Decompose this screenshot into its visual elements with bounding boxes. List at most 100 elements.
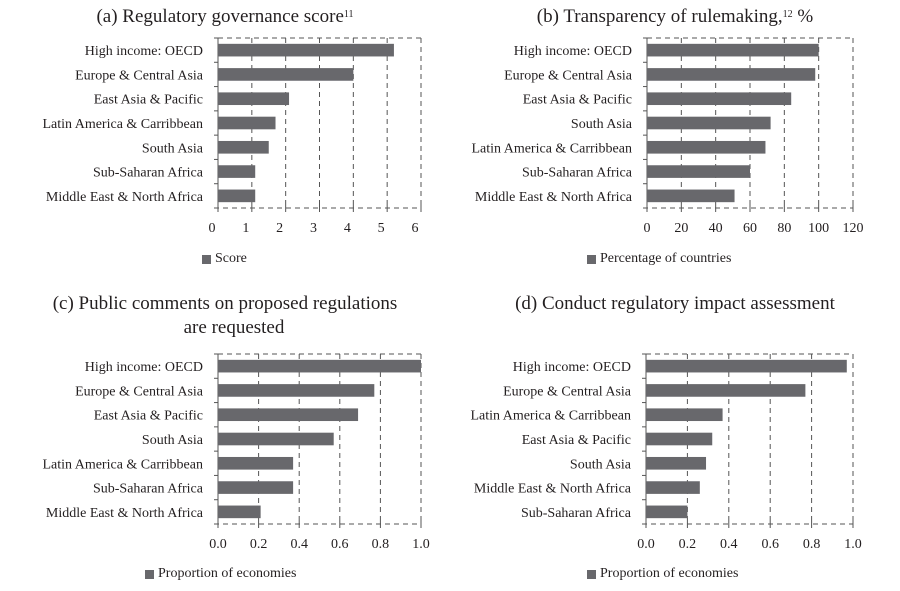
- category-label: Latin America & Carribbean: [42, 457, 203, 472]
- bar: [218, 481, 294, 494]
- legend-swatch: [587, 254, 596, 264]
- x-tick-label: 0.8: [803, 537, 821, 552]
- x-tick-label: 0.0: [637, 537, 655, 552]
- category-label: Sub-Saharan Africa: [93, 166, 204, 181]
- category-label: Middle East & North Africa: [474, 482, 632, 497]
- legend-b: Percentage of countries: [587, 251, 731, 267]
- category-label: Middle East & North Africa: [475, 190, 633, 205]
- category-label: Latin America & Carribbean: [42, 117, 203, 132]
- x-tick-label: 2: [276, 221, 283, 236]
- bar: [646, 481, 700, 494]
- bar-chart-a: 0 1 2 3 4 5 6 High income: OECD Europe & Central…: [42, 37, 422, 236]
- chart-panel-c: (c) Public comments on proposed regulati…: [0, 285, 450, 591]
- x-tick-label: 0.2: [679, 537, 697, 552]
- x-tick-label: 1: [242, 221, 249, 236]
- chart-title-b: (b) Transparency of rulemaking,12 %: [450, 5, 900, 29]
- category-label: High income: OECD: [514, 44, 632, 59]
- chart-title-suffix: %: [792, 6, 814, 27]
- x-tick-label: 0.0: [209, 537, 227, 552]
- chart-panel-b: (b) Transparency of rulemaking,12 % 0 20 4…: [450, 0, 900, 290]
- category-label: Europe & Central Asia: [504, 68, 633, 83]
- category-label: Europe & Central Asia: [503, 384, 632, 399]
- bar: [646, 456, 707, 470]
- category-label: High income: OECD: [513, 360, 631, 375]
- bar: [218, 92, 290, 106]
- legend-label: Proportion of economies: [600, 566, 739, 581]
- x-tick-label: 100: [808, 221, 829, 236]
- x-tick-label: 20: [674, 221, 688, 236]
- bar: [647, 92, 792, 106]
- chart-title-line1: (c) Public comments on proposed regulati…: [52, 293, 398, 314]
- category-label: Latin America & Carribbean: [470, 409, 631, 424]
- category-label: East Asia & Pacific: [94, 409, 203, 424]
- bar: [218, 116, 276, 130]
- x-tick-label: 60: [743, 221, 757, 236]
- bar-chart-d: 0.0 0.2 0.4 0.6 0.8 1.0 High income: OECD Europ…: [470, 353, 862, 552]
- x-tick-label: 40: [709, 221, 723, 236]
- category-label: Europe & Central Asia: [75, 68, 204, 83]
- bar: [218, 140, 269, 154]
- category-label: Middle East & North Africa: [46, 190, 204, 205]
- bar: [646, 359, 847, 373]
- legend-c: Proportion of economies: [145, 566, 296, 582]
- bar: [218, 68, 354, 81]
- category-label: Latin America & Carribbean: [471, 141, 632, 156]
- legend-swatch: [145, 569, 154, 579]
- x-tick-label: 6: [412, 221, 419, 236]
- legend-a: Score: [202, 251, 247, 267]
- category-label: East Asia & Pacific: [522, 433, 631, 448]
- chart-title-superscript: 11: [343, 9, 354, 20]
- chart-title-line2: are requested: [183, 317, 285, 338]
- category-label: Europe & Central Asia: [75, 384, 204, 399]
- x-tick-label: 0.8: [372, 537, 390, 552]
- chart-title-superscript: 12: [782, 9, 793, 20]
- x-tick-label: 0: [644, 221, 651, 236]
- bar: [218, 408, 359, 422]
- category-label: East Asia & Pacific: [94, 93, 203, 108]
- chart-title-text: (b) Transparency of rulemaking,: [536, 6, 783, 27]
- legend-label: Percentage of countries: [600, 251, 732, 266]
- bar: [647, 68, 816, 81]
- chart-panel-d: (d) Conduct regulatory impact assessment…: [450, 285, 900, 591]
- bar: [218, 505, 261, 519]
- legend-label: Score: [215, 251, 247, 266]
- bar: [647, 189, 735, 203]
- bar: [647, 165, 750, 178]
- bar-chart-b: 0 20 40 60 80 100 120 High income: OECD Europe &…: [471, 37, 864, 236]
- x-tick-label: 5: [378, 221, 385, 236]
- x-tick-label: 0.6: [761, 537, 779, 552]
- chart-title-a: (a) Regulatory governance score11: [0, 5, 450, 29]
- bar: [218, 456, 294, 470]
- bar-chart-c: 0.0 0.2 0.4 0.6 0.8 1.0 High income: OECD Europ…: [42, 353, 430, 552]
- x-tick-label: 3: [310, 221, 317, 236]
- category-label: South Asia: [570, 457, 632, 472]
- category-label: South Asia: [142, 433, 204, 448]
- bar: [218, 359, 421, 373]
- x-tick-label: 1.0: [844, 537, 862, 552]
- chart-title-text: (a) Regulatory governance score: [96, 6, 344, 27]
- x-tick-label: 0.4: [720, 537, 738, 552]
- bar: [646, 408, 723, 422]
- bar: [646, 505, 688, 519]
- category-label: Sub-Saharan Africa: [521, 506, 632, 521]
- chart-panel-a: (a) Regulatory governance score11 0 1 2 3 4 5…: [0, 0, 450, 290]
- x-tick-label: 120: [843, 221, 864, 236]
- x-tick-label: 4: [344, 221, 351, 236]
- bar: [647, 140, 766, 154]
- x-tick-label: 0.6: [331, 537, 349, 552]
- bar: [647, 43, 819, 57]
- legend-label: Proportion of economies: [158, 566, 297, 581]
- category-label: Sub-Saharan Africa: [93, 482, 204, 497]
- category-label: South Asia: [142, 141, 204, 156]
- chart-title-d: (d) Conduct regulatory impact assessment: [450, 292, 900, 316]
- legend-d: Proportion of economies: [587, 566, 738, 582]
- bar: [218, 189, 256, 203]
- bar: [647, 116, 771, 130]
- x-tick-label: 1.0: [412, 537, 430, 552]
- legend-swatch: [202, 254, 211, 264]
- bar: [218, 165, 256, 178]
- chart-title-text: (d) Conduct regulatory impact assessment: [515, 293, 835, 314]
- bar: [218, 43, 394, 57]
- legend-swatch: [587, 569, 596, 579]
- category-label: Sub-Saharan Africa: [522, 166, 633, 181]
